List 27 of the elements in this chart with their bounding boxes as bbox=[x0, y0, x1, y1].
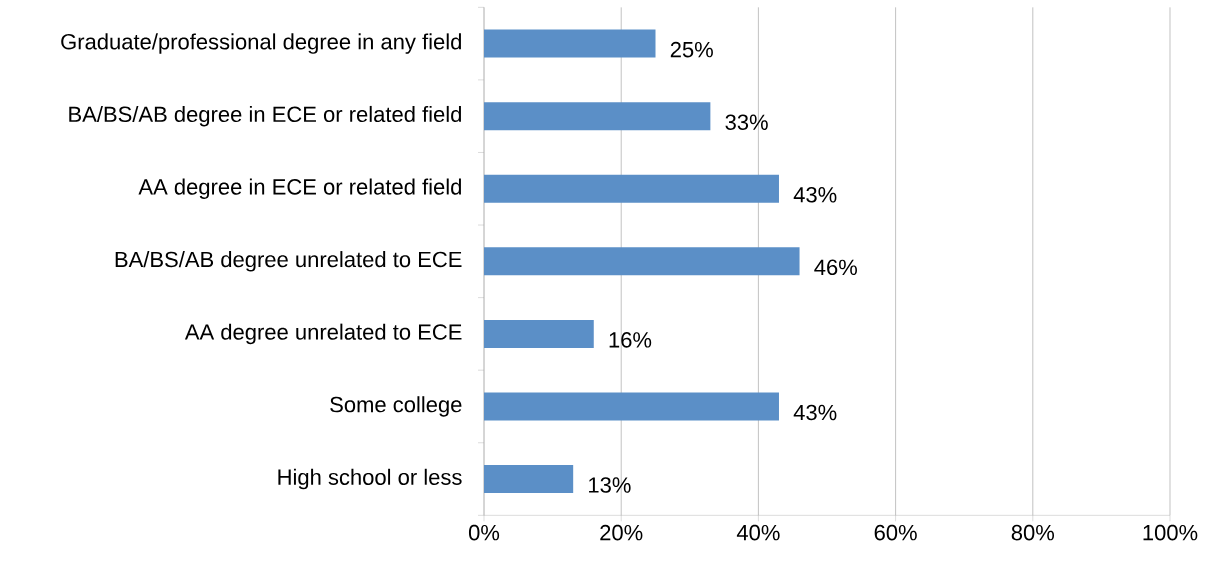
y-tick-label: AA degree in ECE or related field bbox=[138, 178, 461, 199]
y-tick-label: Some college bbox=[330, 396, 462, 417]
bar bbox=[484, 319, 594, 348]
x-tick-label: 80% bbox=[1011, 524, 1055, 541]
data-label: 46% bbox=[814, 259, 857, 275]
data-label: 25% bbox=[670, 41, 713, 58]
data-label: 33% bbox=[725, 114, 768, 130]
bar bbox=[484, 464, 574, 493]
data-label: 43% bbox=[793, 186, 837, 203]
bar bbox=[484, 102, 711, 131]
bar bbox=[484, 29, 656, 58]
bar bbox=[484, 247, 800, 276]
bar bbox=[484, 392, 779, 421]
y-tick-label: BA/BS/AB degree in ECE or related field bbox=[69, 105, 461, 127]
bar bbox=[484, 174, 779, 203]
x-tick-label: 60% bbox=[874, 524, 917, 541]
y-tick-label: BA/BS/AB degree unrelated to ECE bbox=[115, 250, 462, 272]
data-label: 16% bbox=[609, 331, 652, 348]
x-tick-label: 40% bbox=[736, 524, 780, 541]
y-tick-label: AA degree unrelated to ECE bbox=[184, 323, 462, 344]
x-tick-label: 100% bbox=[1143, 524, 1198, 541]
x-tick-label: 0% bbox=[468, 524, 500, 541]
y-tick-label: Graduate/professional degree in any field bbox=[61, 33, 461, 54]
x-tick-label: 20% bbox=[600, 524, 643, 541]
data-label: 13% bbox=[589, 477, 631, 493]
data-label: 43% bbox=[793, 404, 837, 421]
y-tick-label: High school or less bbox=[278, 468, 462, 490]
